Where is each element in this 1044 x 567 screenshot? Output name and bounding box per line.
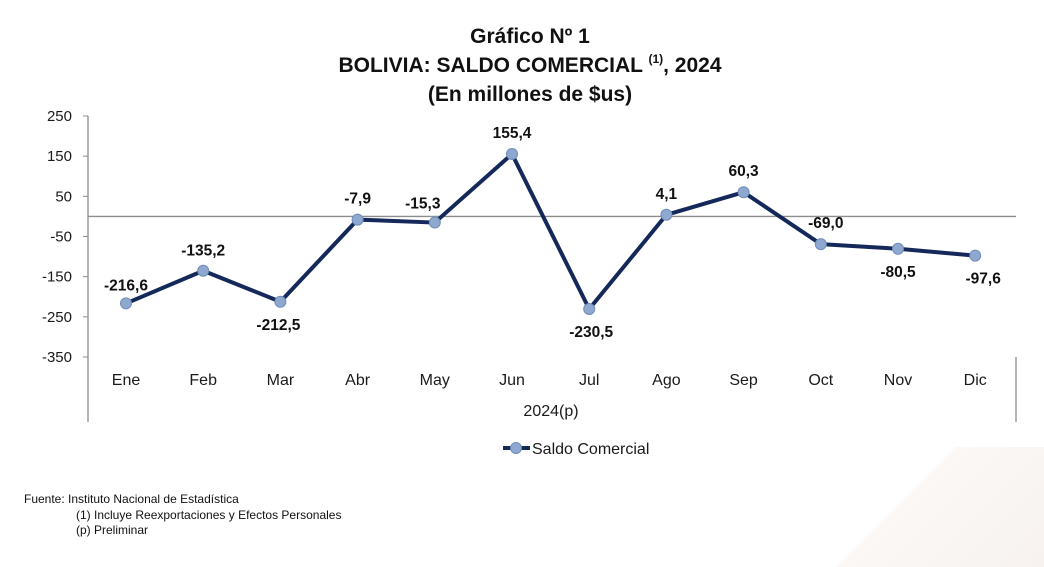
y-tick-label: -250 — [42, 309, 72, 326]
y-tick-label: 250 — [47, 108, 72, 125]
data-point — [737, 186, 750, 199]
data-point — [351, 213, 364, 226]
data-label: -230,5 — [569, 324, 613, 341]
data-label: 155,4 — [493, 125, 532, 142]
data-label: -80,5 — [880, 264, 916, 281]
x-axis-title: 2024(p) — [523, 403, 578, 420]
x-tick-label: Dic — [964, 372, 987, 389]
subtitle-year: , 2024 — [663, 54, 722, 77]
chart-units: (En millones de $us) — [427, 83, 633, 106]
y-tick-label: 150 — [47, 148, 72, 165]
chart-title: Gráfico Nº 1 — [470, 25, 590, 48]
data-point — [660, 208, 673, 221]
y-tick-label: -350 — [42, 349, 72, 366]
data-point — [274, 295, 287, 308]
data-label: -216,6 — [104, 277, 148, 294]
x-tick-label: Abr — [345, 372, 371, 389]
chart-subtitle: BOLIVIA: SALDO COMERCIAL (1), 2024 — [0, 51, 1044, 80]
x-tick-label: May — [420, 372, 450, 389]
data-label: -212,5 — [256, 317, 300, 334]
data-point — [120, 297, 132, 310]
footnote-1: (1) Incluye Reexportaciones y Efectos Pe… — [76, 507, 342, 522]
data-point — [814, 238, 827, 251]
legend-marker — [510, 442, 522, 454]
data-label: 4,1 — [656, 186, 678, 203]
subtitle-main: BOLIVIA: SALDO COMERCIAL — [338, 54, 643, 77]
footnote-p: (p) Preliminar — [76, 523, 149, 537]
series-line-saldo-comercial — [124, 151, 978, 312]
data-label: 60,3 — [729, 163, 760, 180]
x-tick-label: Nov — [884, 372, 912, 389]
subtitle-footnote-marker: (1) — [648, 52, 664, 66]
data-point — [969, 249, 982, 262]
y-tick-label: 50 — [55, 188, 72, 205]
data-label: -15,3 — [405, 196, 441, 213]
data-label: -69,0 — [808, 215, 843, 232]
data-point — [892, 242, 904, 255]
x-tick-label: Sep — [729, 372, 758, 389]
x-tick-label: Oct — [808, 372, 833, 389]
x-tick-label: Feb — [189, 372, 217, 389]
chart-title-block: Gráfico Nº 1 BOLIVIA: SALDO COMERCIAL (1… — [0, 22, 1044, 109]
data-label: -7,9 — [344, 191, 371, 208]
x-tick-label: Jun — [499, 372, 525, 389]
x-tick-label: Ago — [652, 372, 681, 389]
y-tick-label: -150 — [42, 269, 72, 286]
legend-label: Saldo Comercial — [532, 441, 649, 458]
corner-decoration — [814, 447, 1044, 567]
x-tick-label: Jul — [579, 372, 599, 389]
source-text: Fuente: Instituto Nacional de Estadístic… — [24, 492, 239, 506]
x-tick-label: Ene — [112, 372, 141, 389]
source-notes: Fuente: Instituto Nacional de Estadístic… — [24, 492, 341, 539]
data-point — [583, 303, 596, 316]
data-point — [197, 264, 210, 277]
x-tick-label: Mar — [267, 372, 295, 389]
data-label: -135,2 — [181, 243, 225, 260]
data-point — [506, 147, 518, 160]
y-tick-label: -50 — [50, 229, 72, 246]
data-point — [428, 216, 441, 229]
data-label: -97,6 — [966, 271, 1002, 288]
